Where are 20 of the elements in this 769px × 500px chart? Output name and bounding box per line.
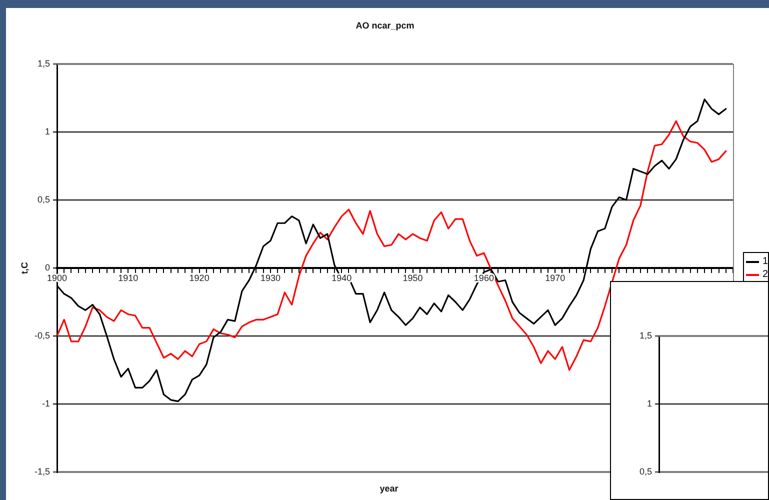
y-tick-label: -0,5 (34, 330, 50, 340)
y-tick-label: 0,5 (639, 466, 652, 476)
chart-title: AO ncar_pcm (356, 20, 414, 30)
legend-label: 2 (762, 269, 768, 280)
y-tick-label: 1 (44, 126, 50, 136)
x-tick-label: 1970 (545, 272, 566, 283)
y-tick-label: 1,5 (639, 330, 652, 340)
y-tick-label: 1,5 (37, 58, 50, 68)
x-tick-label: 1930 (260, 272, 280, 283)
y-axis-title: t,C (19, 262, 30, 274)
x-tick-label: 1920 (189, 272, 210, 283)
y-tick-label: -1,5 (34, 466, 50, 476)
y-tick-label: 0,5 (37, 194, 50, 204)
y-tick-label: 0 (44, 262, 50, 272)
y-tick-label: -1 (42, 398, 50, 408)
x-tick-label: 1950 (402, 272, 423, 283)
y-tick-label: 1 (646, 398, 652, 408)
x-axis-title: year (380, 483, 399, 494)
legend-label: 1 (762, 256, 768, 267)
x-tick-label: 1910 (118, 272, 138, 283)
